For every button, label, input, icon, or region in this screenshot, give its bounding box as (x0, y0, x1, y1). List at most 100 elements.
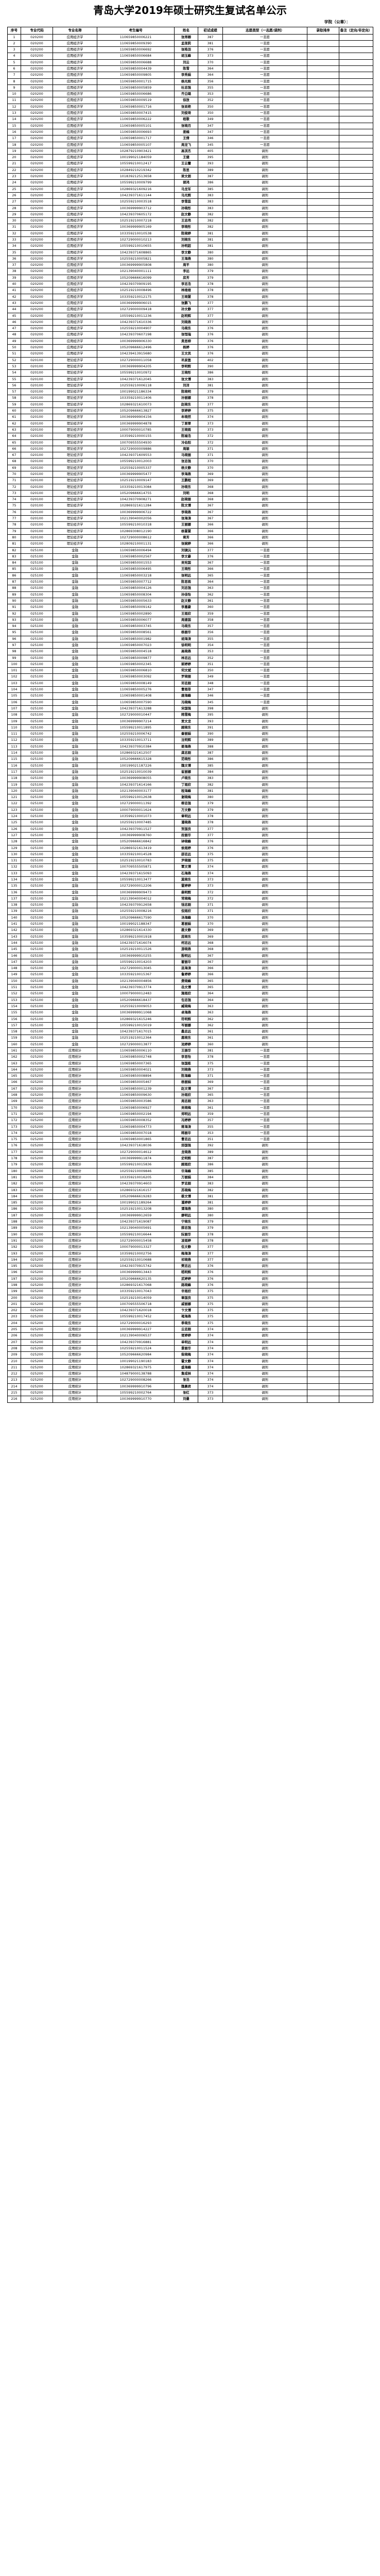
table-row: 49 020200 应用经济学 100369999906330 昊思柳 376 调剂 (7, 337, 373, 345)
cell-exam-id: 102559210007485 (97, 819, 175, 826)
cell-rank (307, 1345, 339, 1352)
cell-score: 374 (198, 1358, 223, 1365)
table-row: 51 020200 应用经济学 104239413915680 王文凤 376 调剂 (7, 350, 373, 358)
cell-rank (307, 832, 339, 839)
cell-preference: 一志愿 (222, 629, 307, 636)
cell-index: 127 (7, 832, 21, 839)
table-row: 185 025200 应用统计 100199021189264 潘婷婷 381 调剂 (7, 1199, 373, 1207)
cell-name: 王海燕 (174, 255, 198, 263)
cell-preference: 一志愿 (222, 46, 307, 54)
cell-major-name: 金融 (53, 914, 97, 922)
table-row: 72 020100 理论经济学 103359210013084 孙晓东 368 调剂 (7, 483, 373, 490)
cell-exam-id: 102729000014612 (97, 1148, 175, 1156)
cell-major-name: 应用统计 (53, 1212, 97, 1219)
cell-major-code: 020200 (21, 128, 53, 136)
cell-preference: 调剂 (222, 1206, 307, 1213)
cell-major-code: 020100 (21, 445, 53, 453)
table-body: 1 020200 应用经济学 110659850006221 张师卿 387 一志愿 2 020… (7, 33, 373, 1403)
cell-note (339, 395, 373, 402)
cell-major-code: 025100 (21, 699, 53, 706)
cell-index: 201 (7, 1300, 21, 1308)
cell-major-name: 应用统计 (53, 1307, 97, 1314)
cell-preference: 一志愿 (222, 641, 307, 649)
cell-major-name: 金融 (53, 1003, 97, 1010)
table-row: 212 025200 应用统计 104879000138788 詹成林 374 调剂 (7, 1370, 373, 1378)
cell-rank (307, 971, 339, 978)
cell-note (339, 1148, 373, 1156)
cell-name: 宋国强 (174, 705, 198, 713)
cell-index: 51 (7, 350, 21, 358)
table-row: 166 025200 应用统计 110659850005467 杨丽娟 369 一志愿 (7, 1079, 373, 1086)
cell-major-name: 金融 (53, 832, 97, 839)
cell-major-name: 应用经济学 (53, 40, 97, 47)
cell-exam-id: 100369999910255 (97, 952, 175, 959)
cell-preference: 一志愿 (222, 122, 307, 129)
table-row: 202 025200 应用统计 104239371620018 卞文博 375 调剂 (7, 1307, 373, 1314)
cell-exam-id: 104239371617015 (97, 1028, 175, 1036)
cell-preference: 一志愿 (222, 33, 307, 41)
table-row: 105 025100 金融 110659850001408 唐海峰 346 一志愿 (7, 692, 373, 700)
cell-major-code: 025100 (21, 813, 53, 820)
cell-score: 386 (198, 179, 223, 187)
table-row: 97 025100 金融 110659850007023 徐明明 354 一志愿 (7, 641, 373, 649)
cell-note (339, 1294, 373, 1301)
cell-major-name: 应用统计 (53, 1256, 97, 1264)
cell-exam-id: 110659850002345 (97, 660, 175, 668)
cell-exam-id: 103359210017043 (97, 1288, 175, 1295)
cell-major-code: 025200 (21, 1269, 53, 1276)
table-row: 140 025100 金融 105209666617590 汤海峰 370 调剂 (7, 914, 373, 922)
cell-score: 362 (198, 1015, 223, 1023)
cell-rank (307, 281, 339, 288)
cell-major-code: 020200 (21, 344, 53, 351)
cell-major-code: 020200 (21, 78, 53, 85)
cell-exam-id: 100369999910770 (97, 1396, 175, 1403)
column-header-major-name: 专业名称 (53, 27, 97, 35)
table-row: 75 020100 理论经济学 102869321611284 陈文博 367 调剂 (7, 502, 373, 510)
cell-major-code: 025200 (21, 1263, 53, 1270)
table-row: 66 020100 理论经济学 102729000009886 周颖 371 调剂 (7, 445, 373, 453)
cell-major-name: 金融 (53, 705, 97, 713)
cell-preference: 调剂 (222, 870, 307, 877)
cell-name: 张鹏飞 (174, 299, 198, 307)
cell-exam-id: 104239371608865 (97, 249, 175, 256)
cell-index: 83 (7, 553, 21, 561)
cell-note (339, 224, 373, 231)
table-row: 3 020200 应用经济学 110659850006692 张皓羽 376 一志愿 (7, 46, 373, 54)
table-row: 86 025100 金融 110659850003218 张明远 365 一志愿 (7, 572, 373, 580)
cell-score: 374 (198, 1383, 223, 1391)
cell-major-code: 020200 (21, 217, 53, 225)
cell-exam-id: 100079000011624 (97, 806, 175, 814)
cell-major-code: 025200 (21, 1345, 53, 1352)
cell-note (339, 521, 373, 529)
cell-major-name: 理论经济学 (53, 515, 97, 522)
cell-exam-id: 110659850006495 (97, 566, 175, 573)
cell-score: 345 (198, 699, 223, 706)
cell-exam-id: 102729000010447 (97, 711, 175, 719)
cell-major-code: 025200 (21, 1250, 53, 1257)
cell-score: 393 (198, 718, 223, 725)
cell-name: 冯婷婷 (174, 1117, 198, 1124)
cell-rank (307, 984, 339, 991)
cell-preference: 调剂 (222, 1377, 307, 1384)
cell-index: 84 (7, 560, 21, 567)
cell-major-code: 020200 (21, 230, 53, 238)
cell-major-code: 025200 (21, 1206, 53, 1213)
cell-major-code: 020200 (21, 84, 53, 92)
cell-note (339, 154, 373, 161)
cell-rank (307, 635, 339, 643)
cell-major-name: 金融 (53, 1009, 97, 1016)
cell-note (339, 781, 373, 788)
cell-major-code: 020200 (21, 103, 53, 111)
cell-score: 379 (198, 1225, 223, 1232)
cell-exam-id: 102869321616157 (97, 1187, 175, 1194)
cell-rank (307, 1300, 339, 1308)
cell-major-code: 025200 (21, 1307, 53, 1314)
cell-exam-id: 110659850005107 (97, 141, 175, 148)
cell-index: 120 (7, 787, 21, 795)
cell-index: 47 (7, 325, 21, 332)
cell-score: 377 (198, 1256, 223, 1264)
cell-exam-id: 104239371616074 (97, 939, 175, 947)
cell-score: 395 (198, 711, 223, 719)
cell-preference: 一志愿 (222, 591, 307, 598)
cell-exam-id: 105599210012003 (97, 458, 175, 465)
